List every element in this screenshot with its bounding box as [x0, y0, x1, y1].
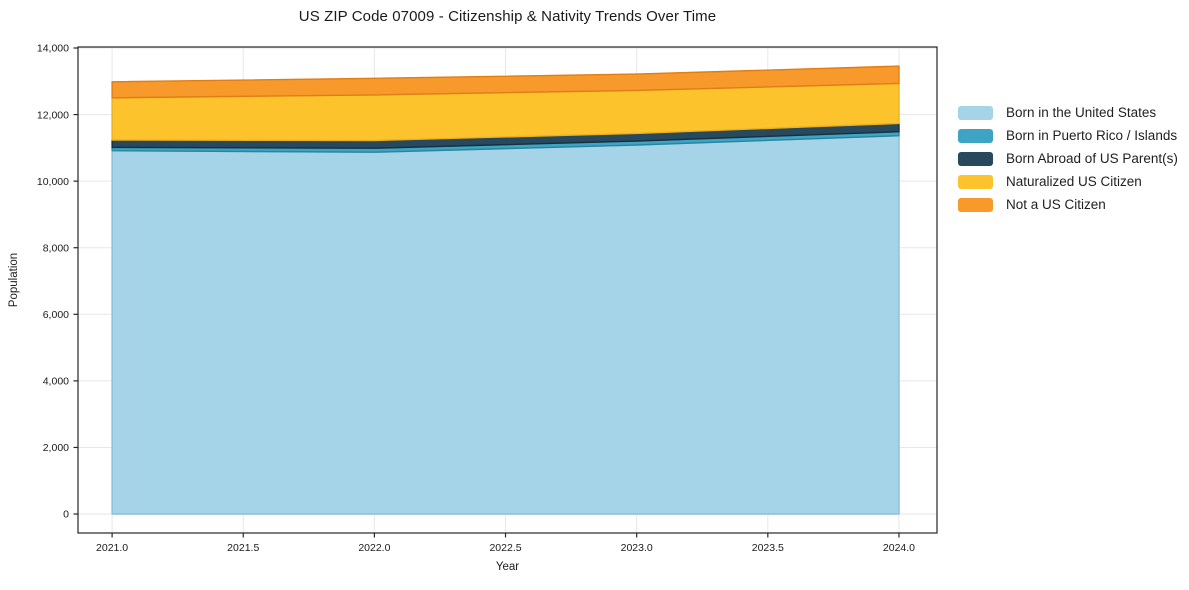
legend-swatch [958, 105, 993, 120]
y-axis-label: Population [8, 252, 20, 308]
legend-label: Born in Puerto Rico / Islands [1006, 128, 1178, 143]
legend-item-born-in-puerto-rico-islands: Born in Puerto Rico / Islands [958, 124, 1178, 147]
x-tick-label: 2022.5 [489, 542, 521, 554]
x-tick-label: 2021.5 [227, 542, 259, 554]
legend-swatch [958, 197, 993, 212]
legend-swatch [958, 174, 993, 189]
legend-item-not-a-us-citizen: Not a US Citizen [958, 193, 1178, 216]
legend-item-naturalized-us-citizen: Naturalized US Citizen [958, 170, 1178, 193]
legend-label: Born Abroad of US Parent(s) [1006, 151, 1178, 166]
area-born-in-the-united-states [111, 135, 900, 515]
legend-label: Born in the United States [1006, 105, 1157, 120]
legend-label: Naturalized US Citizen [1006, 174, 1142, 189]
y-tick-label: 0 [63, 509, 69, 521]
legend-swatch [958, 128, 993, 143]
legend-label: Not a US Citizen [1006, 197, 1106, 212]
y-tick-label: 10,000 [37, 176, 69, 188]
legend-swatch [958, 151, 993, 166]
stacked-areas [111, 65, 900, 515]
chart-title: US ZIP Code 07009 - Citizenship & Nativi… [298, 8, 717, 25]
x-tick-label: 2023.0 [621, 542, 653, 554]
y-tick-label: 8,000 [43, 242, 69, 254]
area-not-a-us-citizen [111, 65, 900, 99]
x-tick-label: 2024.0 [883, 542, 915, 554]
y-tick-label: 6,000 [43, 309, 69, 321]
x-axis-label: Year [495, 561, 520, 573]
y-tick-label: 2,000 [43, 442, 69, 454]
y-tick-label: 14,000 [37, 43, 69, 55]
y-tick-label: 12,000 [37, 109, 69, 121]
y-tick-label: 4,000 [43, 376, 69, 388]
legend: Born in the United States Born in Puerto … [958, 101, 1178, 216]
axes: 2021.0 2021.5 2022.0 2022.5 2023.0 2023.5 2024… [37, 43, 915, 554]
plot-frame [77, 46, 938, 534]
x-tick-label: 2021.0 [96, 542, 128, 554]
x-tick-label: 2022.0 [358, 542, 390, 554]
x-tick-label: 2023.5 [752, 542, 784, 554]
legend-item-born-abroad-of-us-parent-s: Born Abroad of US Parent(s) [958, 147, 1178, 170]
legend-item-born-in-the-united-states: Born in the United States [958, 101, 1178, 124]
